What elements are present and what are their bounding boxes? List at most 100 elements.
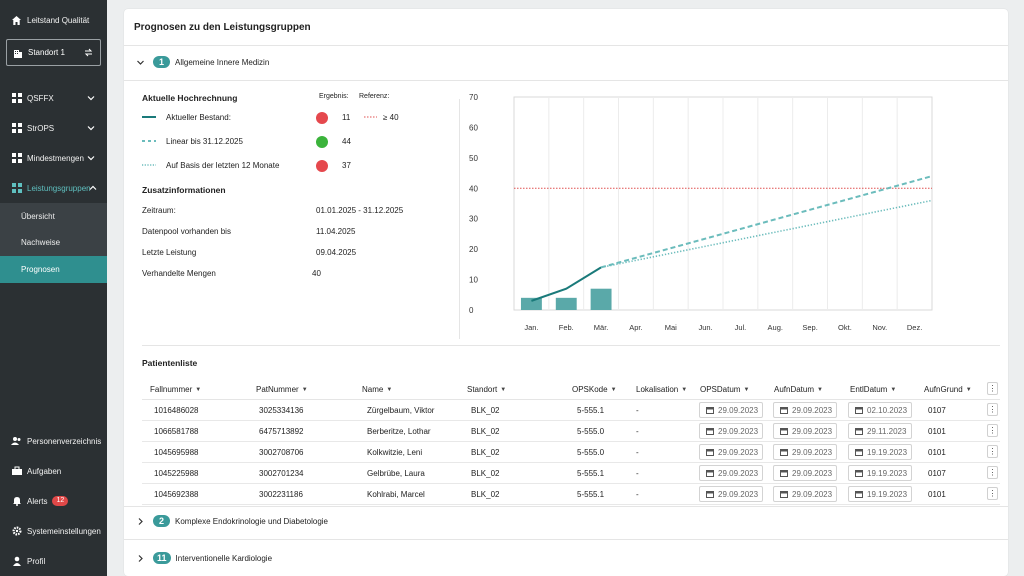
date-value: 29.09.2023	[792, 405, 833, 415]
row-menu-button[interactable]: ⋮	[987, 403, 998, 416]
group-header-1[interactable]: 1 Allgemeine Innere Medizin	[136, 56, 269, 68]
group-header-2[interactable]: 2 Komplexe Endokrinologie und Diabetolog…	[136, 515, 328, 527]
column-header[interactable]: Name ▼	[362, 385, 392, 394]
date-field[interactable]: 29.09.2023	[773, 444, 837, 460]
date-field[interactable]: 29.11.2023	[848, 423, 912, 439]
column-label: Fallnummer	[150, 385, 193, 394]
user-icon	[11, 556, 22, 567]
filter-icon[interactable]: ▼	[500, 386, 507, 393]
date-field[interactable]: 29.09.2023	[699, 486, 763, 502]
column-header[interactable]: PatNummer ▼	[256, 385, 308, 394]
table-cell: 1066581788	[154, 427, 199, 436]
y-tick-label: 20	[469, 245, 478, 254]
table-row[interactable]: 1045695988 3002708706 Kolkwitzie, Leni BLK_…	[142, 442, 1000, 463]
column-label: Name	[362, 385, 384, 394]
chevron-down-icon	[137, 60, 144, 65]
date-field[interactable]: 19.19.2023	[848, 444, 912, 460]
chevron-down-icon	[87, 126, 95, 131]
group-header-11[interactable]: 11 Interventionelle Kardiologie	[136, 552, 272, 564]
table-row[interactable]: 1066581788 6475713892 Berberitze, Lothar BL…	[142, 421, 1000, 442]
table-cell: -	[636, 406, 639, 415]
patientenliste-title: Patientenliste	[142, 358, 198, 368]
row-menu-button[interactable]: ⋮	[987, 466, 998, 479]
group-label: Interventionelle Kardiologie	[175, 553, 273, 563]
date-field[interactable]: 29.09.2023	[699, 423, 763, 439]
date-value: 29.11.2023	[867, 426, 907, 436]
date-field[interactable]: 19.19.2023	[848, 465, 912, 481]
sidebar-item-systemeinstellungen[interactable]: Systemeinstellungen	[0, 519, 107, 543]
filter-icon[interactable]: ▼	[743, 386, 750, 393]
standort-selector[interactable]: Standort 1	[6, 39, 101, 66]
sidebar-item-aufgaben[interactable]: Aufgaben	[0, 459, 107, 483]
sidebar-item-profil[interactable]: Profil	[0, 549, 107, 573]
calendar-icon	[780, 491, 788, 498]
date-value: 29.09.2023	[792, 447, 833, 457]
x-tick-label: Jan.	[524, 323, 538, 332]
divider	[142, 345, 1000, 346]
date-field[interactable]: 29.09.2023	[699, 444, 763, 460]
column-header[interactable]: Lokalisation ▼	[636, 385, 687, 394]
y-tick-label: 70	[469, 93, 478, 102]
sidebar-title: Leitstand Qualität	[27, 15, 90, 25]
date-field[interactable]: 29.09.2023	[699, 465, 763, 481]
sidebar-item-strops[interactable]: StrOPS	[0, 116, 107, 140]
date-field[interactable]: 29.09.2023	[773, 423, 837, 439]
table-row[interactable]: 1016486028 3025334136 Zürgelbaum, Viktor BL…	[142, 400, 1000, 421]
column-header[interactable]: AufnDatum ▼	[774, 385, 823, 394]
y-tick-label: 60	[469, 123, 478, 132]
column-header[interactable]: AufnGrund ▼	[924, 385, 972, 394]
column-header[interactable]: Standort ▼	[467, 385, 506, 394]
home-icon	[11, 15, 22, 26]
calendar-icon	[780, 428, 788, 435]
column-header[interactable]: Fallnummer ▼	[150, 385, 201, 394]
calendar-icon	[706, 470, 714, 477]
referenz-value: ≥ 40	[383, 113, 399, 122]
sidebar-item-mindestmengen[interactable]: Mindestmengen	[0, 146, 107, 170]
filter-icon[interactable]: ▼	[681, 386, 688, 393]
column-header[interactable]: EntlDatum ▼	[850, 385, 896, 394]
sidebar-item-qsffx[interactable]: QSFFX	[0, 86, 107, 110]
sidebar-item-label: Systemeinstellungen	[27, 526, 101, 536]
date-field[interactable]: 29.09.2023	[773, 402, 837, 418]
table-row[interactable]: 1045225988 3002701234 Gelbrübe, Laura BLK_0…	[142, 463, 1000, 484]
table-cell: Zürgelbaum, Viktor	[367, 406, 435, 415]
date-field[interactable]: 29.09.2023	[699, 402, 763, 418]
column-label: AufnDatum	[774, 385, 815, 394]
table-row[interactable]: 1045692388 3002231186 Kohlrabi, Marcel BLK_…	[142, 484, 1000, 505]
x-tick-label: Mai	[665, 323, 677, 332]
row-menu-button[interactable]: ⋮	[987, 487, 998, 500]
sidebar-item-alerts[interactable]: Alerts 12	[0, 489, 107, 513]
table-cell: Kolkwitzie, Leni	[367, 448, 423, 457]
filter-icon[interactable]: ▼	[301, 386, 308, 393]
filter-icon[interactable]: ▼	[195, 386, 202, 393]
date-field[interactable]: 29.09.2023	[773, 486, 837, 502]
zusatz-value: 40	[312, 269, 321, 278]
filter-icon[interactable]: ▼	[817, 386, 823, 393]
date-field[interactable]: 02.10.2023	[848, 402, 912, 418]
table-cell: 1045695988	[154, 448, 199, 457]
sidebar-item-personenverzeichnis[interactable]: Personenverzeichnis	[0, 429, 107, 453]
row-menu-button[interactable]: ⋮	[987, 424, 998, 437]
sidebar-item-leistungsgruppen[interactable]: Leistungsgruppen	[0, 176, 107, 200]
date-value: 29.09.2023	[718, 426, 759, 436]
column-menu-button[interactable]: ⋮	[987, 382, 998, 395]
sidebar-subitem-uebersicht[interactable]: Übersicht	[21, 212, 55, 221]
date-field[interactable]: 19.19.2023	[848, 486, 912, 502]
date-value: 29.09.2023	[718, 489, 759, 499]
filter-icon[interactable]: ▼	[890, 386, 897, 393]
briefcase-icon	[11, 466, 22, 477]
sidebar-subitem-nachweise[interactable]: Nachweise	[21, 238, 61, 247]
date-field[interactable]: 29.09.2023	[773, 465, 837, 481]
date-value: 29.09.2023	[718, 447, 759, 457]
row-menu-button[interactable]: ⋮	[987, 445, 998, 458]
column-header[interactable]: OPSDatum ▼	[700, 385, 749, 394]
sidebar-subitem-prognosen[interactable]: Prognosen	[0, 256, 107, 283]
bar-Mär.	[590, 288, 612, 310]
sidebar-item-home[interactable]: Leitstand Qualität	[0, 8, 107, 32]
filter-icon[interactable]: ▼	[965, 386, 972, 393]
filter-icon[interactable]: ▼	[386, 386, 393, 393]
filter-icon[interactable]: ▼	[610, 386, 617, 393]
legend-label: Linear bis 31.12.2025	[166, 137, 243, 146]
column-header[interactable]: OPSKode ▼	[572, 385, 617, 394]
divider	[124, 80, 1008, 81]
